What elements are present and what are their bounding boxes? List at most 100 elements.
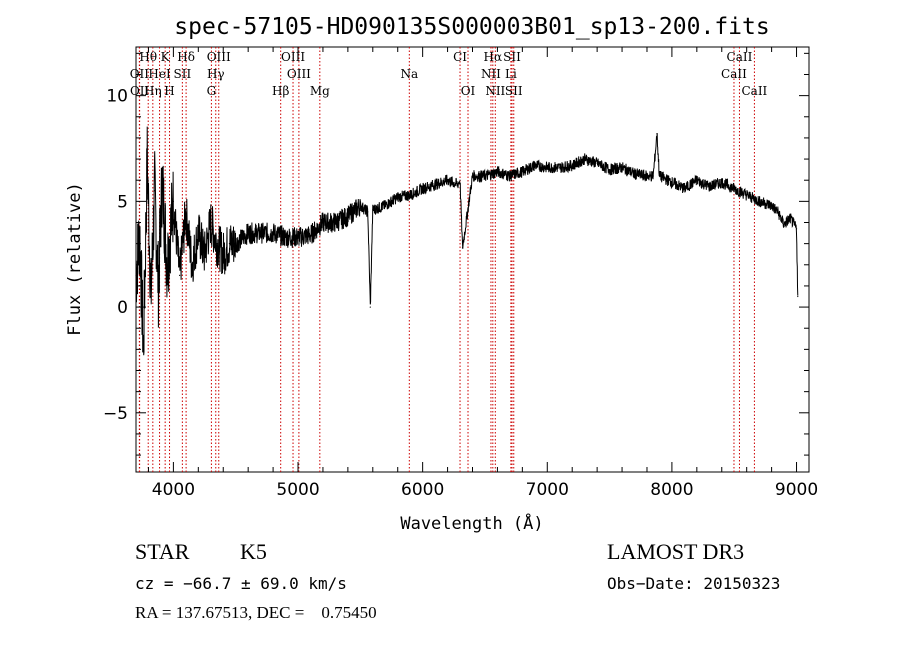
spectrum-point [297, 236, 299, 238]
spectrum-point [584, 158, 586, 160]
spectral-line-label: Hα [484, 50, 503, 64]
spectral-line-label: Li [505, 67, 517, 81]
spectrum-point [708, 185, 710, 188]
y-tick-label: 10 [106, 87, 128, 107]
spectral-line-label: SII [174, 67, 192, 81]
spectrum-point [384, 204, 386, 207]
spectrum-point [372, 209, 374, 211]
x-tick-label: 5000 [276, 480, 319, 500]
y-tick-label: 0 [117, 298, 128, 318]
chart-title: spec-57105-HD090135S000003B01_sp13-200.f… [174, 14, 769, 40]
spectrum-point [721, 181, 723, 183]
x-tick-label: 6000 [401, 480, 444, 500]
x-axis-label: Wavelength (Å) [400, 512, 543, 534]
spectrum-point [139, 232, 141, 234]
spectrum-point [456, 183, 459, 186]
spectrum-point [197, 232, 199, 234]
spectrum-point [409, 194, 411, 196]
spectrum-point [260, 232, 262, 234]
spectral-line-label: CaII [727, 50, 753, 64]
spectrum-point [521, 171, 523, 173]
survey-name: LAMOST DR3 [607, 539, 745, 564]
spectral-line-label: CI [453, 50, 467, 64]
spectral-line-label: OIII [281, 50, 305, 64]
spectral-line-label: NII [485, 84, 505, 98]
spectrum-point [216, 243, 218, 245]
spectrum-point [210, 221, 212, 224]
spectrum-point [185, 211, 187, 213]
spectrum-point [135, 274, 137, 276]
spectral-line-label: OI [461, 84, 476, 98]
spectrum-point [446, 179, 449, 181]
spectrum-point [608, 169, 611, 171]
observation-date: Obs−Date: 20150323 [607, 574, 781, 593]
spectral-line-label: CaII [741, 84, 767, 98]
spectral-line-label: Hη [144, 84, 162, 98]
spectrum-point [789, 217, 791, 219]
spectrum-point [484, 175, 486, 177]
spectrum-point [150, 295, 152, 298]
spectrum-point [733, 188, 735, 190]
spectrum-point [646, 175, 648, 177]
spectrum-point [459, 179, 461, 181]
axis-ticks: 4000 5000 6000 7000 8000 9000 −5 0 5 10 [103, 47, 818, 500]
spectrum-point [154, 190, 156, 192]
spectral-line-label: Hβ [272, 84, 289, 98]
spectrum-point [461, 247, 464, 249]
spectrum-point [491, 173, 494, 175]
spectrum-point [683, 188, 685, 190]
spectrum-point [222, 253, 224, 255]
spectrum-point [359, 204, 361, 207]
spectrum-point [369, 306, 371, 308]
spectrum-point [652, 175, 654, 177]
spectrum-point [179, 274, 181, 276]
spectrum-point [658, 175, 661, 177]
spectrum-point [228, 243, 231, 245]
spectrum-point [534, 164, 536, 167]
spectrum-point [671, 181, 673, 183]
spectral-line-label: OIII [287, 67, 311, 81]
spectral-line-label: HeI [148, 67, 171, 81]
x-tick-label: 9000 [775, 480, 818, 500]
spectral-line-label: NII [481, 67, 501, 81]
spectral-line-label: Hδ [177, 50, 195, 64]
spectrum-point [157, 285, 160, 287]
spectral-line-label: Mg [310, 84, 330, 98]
spectrum-point [347, 215, 349, 217]
spectrum-point [621, 166, 623, 169]
spectrum-point [509, 175, 511, 177]
spectral-line-label: Hγ [207, 67, 225, 81]
spectral-line-label: G [207, 84, 217, 98]
spectrum-point [571, 164, 573, 167]
spectrum-point [161, 179, 163, 181]
spectral-line-label: Hθ [139, 50, 157, 64]
spectrum-point [797, 295, 799, 298]
spectrum-point [559, 166, 561, 169]
spectral-line-label: Na [400, 67, 418, 81]
spectral-line-label: H [164, 84, 174, 98]
spectrum-point [146, 158, 148, 160]
spectrum-point [633, 173, 636, 175]
y-tick-label: 5 [117, 192, 128, 212]
spectrum-point [471, 175, 474, 177]
spectrum-point [272, 232, 274, 234]
spectrum-point [309, 234, 312, 236]
spectrum-point [771, 204, 773, 207]
spectrum-point [142, 348, 145, 350]
spectrum-point [496, 171, 499, 173]
spectrum-point [758, 200, 760, 202]
spectrum-point [746, 194, 748, 196]
spectrum-point [656, 133, 658, 135]
spectrum-point [191, 264, 193, 266]
y-tick-label: −5 [103, 404, 128, 424]
spectrum-point [397, 196, 399, 198]
spectrum-point [434, 183, 436, 186]
spectrum-point [322, 221, 324, 224]
spectrum-point [334, 221, 337, 224]
y-axis-label: Flux (relative) [65, 182, 85, 336]
spectrum-point [777, 211, 779, 213]
spectrum-line [135, 126, 799, 356]
spectrum-point [247, 232, 249, 234]
spectrum-point [783, 224, 785, 226]
